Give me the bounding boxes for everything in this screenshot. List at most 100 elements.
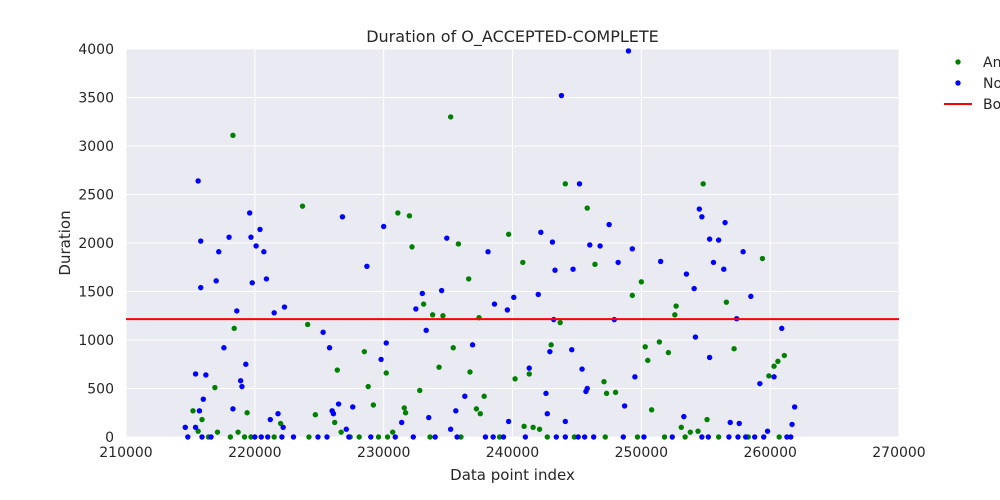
data-point-an xyxy=(481,393,487,399)
data-point-an xyxy=(277,420,284,427)
data-point-no xyxy=(779,325,785,332)
data-point-no xyxy=(237,378,244,384)
data-point-an xyxy=(427,434,433,440)
data-point-no xyxy=(280,424,286,430)
data-point-an xyxy=(332,419,338,426)
data-point-no xyxy=(392,434,398,440)
data-point-no xyxy=(243,361,249,367)
data-point-no xyxy=(192,371,199,377)
data-point-an xyxy=(602,434,608,440)
data-point-no xyxy=(447,426,454,432)
data-point-no xyxy=(590,434,597,440)
x-tick-label: 250000 xyxy=(615,445,668,461)
data-point-an xyxy=(429,312,436,318)
data-point-an xyxy=(682,434,688,440)
data-point-no xyxy=(505,418,512,425)
data-point-no xyxy=(199,434,205,440)
x-axis-label: Data point index xyxy=(450,466,575,484)
data-point-an xyxy=(557,319,563,326)
data-point-an xyxy=(645,357,651,364)
data-point-an xyxy=(584,205,590,211)
data-point-an xyxy=(212,384,218,391)
data-point-an xyxy=(672,312,678,318)
data-point-an xyxy=(548,342,554,348)
data-point-an xyxy=(406,213,413,219)
data-point-no xyxy=(453,408,459,414)
data-point-an xyxy=(195,428,201,434)
data-point-an xyxy=(723,299,730,305)
data-point-no xyxy=(681,413,687,420)
data-point-an xyxy=(612,389,619,396)
data-point-no xyxy=(632,374,638,380)
data-point-no xyxy=(192,424,199,430)
y-tick-label: 0 xyxy=(105,430,114,446)
data-point-an xyxy=(601,379,607,385)
data-point-no xyxy=(562,434,569,440)
data-point-no xyxy=(271,310,277,316)
legend: An No Bo xyxy=(944,55,1000,113)
data-point-no xyxy=(710,259,717,266)
data-point-no xyxy=(462,393,468,399)
data-point-no xyxy=(558,92,565,99)
data-point-no xyxy=(216,249,222,255)
data-point-an xyxy=(244,410,250,416)
data-point-an xyxy=(603,390,610,397)
data-point-an xyxy=(629,292,636,299)
data-point-no xyxy=(182,424,188,430)
data-point-no xyxy=(230,406,236,412)
x-tick-label: 240000 xyxy=(486,445,539,461)
data-point-no xyxy=(198,238,204,244)
y-tick-label: 2500 xyxy=(78,188,114,204)
data-point-no xyxy=(469,342,476,348)
data-point-no xyxy=(625,48,632,54)
data-point-no xyxy=(200,396,206,402)
data-point-no xyxy=(482,434,489,440)
data-point-no xyxy=(252,434,258,440)
x-tick-label: 230000 xyxy=(357,445,410,461)
data-point-no xyxy=(399,419,405,426)
data-point-an xyxy=(190,408,196,414)
legend-label-no: No xyxy=(983,76,1000,92)
data-point-an xyxy=(458,434,464,440)
data-point-an xyxy=(526,371,532,377)
data-point-no xyxy=(771,374,777,380)
data-point-no xyxy=(248,234,254,240)
data-point-an xyxy=(512,376,518,382)
data-point-an xyxy=(402,410,409,416)
data-point-an xyxy=(642,344,648,350)
data-point-no xyxy=(581,434,588,440)
data-point-no xyxy=(735,434,741,440)
data-point-no xyxy=(253,243,259,249)
data-point-an xyxy=(389,429,396,435)
data-point-no xyxy=(615,259,621,266)
data-point-no xyxy=(715,237,722,243)
data-point-no xyxy=(380,223,387,230)
data-point-no xyxy=(346,434,352,440)
data-point-an xyxy=(271,434,277,440)
x-tick-label: 270000 xyxy=(872,445,925,461)
data-point-an xyxy=(440,313,446,319)
data-point-no xyxy=(265,434,271,440)
data-point-no xyxy=(413,306,419,312)
data-point-an xyxy=(665,349,672,356)
data-point-no xyxy=(544,411,550,417)
data-point-no xyxy=(784,434,790,440)
data-point-no xyxy=(330,411,337,417)
x-tick-label: 220000 xyxy=(228,445,281,461)
data-point-no xyxy=(691,285,697,292)
data-point-no xyxy=(196,408,203,414)
data-point-an xyxy=(571,434,578,440)
data-point-no xyxy=(185,434,191,440)
data-point-no xyxy=(249,280,255,286)
data-point-no xyxy=(692,334,699,340)
data-point-an xyxy=(473,406,480,412)
data-point-no xyxy=(315,434,321,440)
legend-label-an: An xyxy=(983,55,1000,71)
data-point-an xyxy=(299,203,306,209)
data-point-no xyxy=(764,428,771,434)
data-point-no xyxy=(410,434,416,440)
data-point-an xyxy=(505,231,512,237)
data-point-no xyxy=(629,246,636,252)
data-point-no xyxy=(275,411,281,417)
legend-marker-an xyxy=(955,59,961,65)
